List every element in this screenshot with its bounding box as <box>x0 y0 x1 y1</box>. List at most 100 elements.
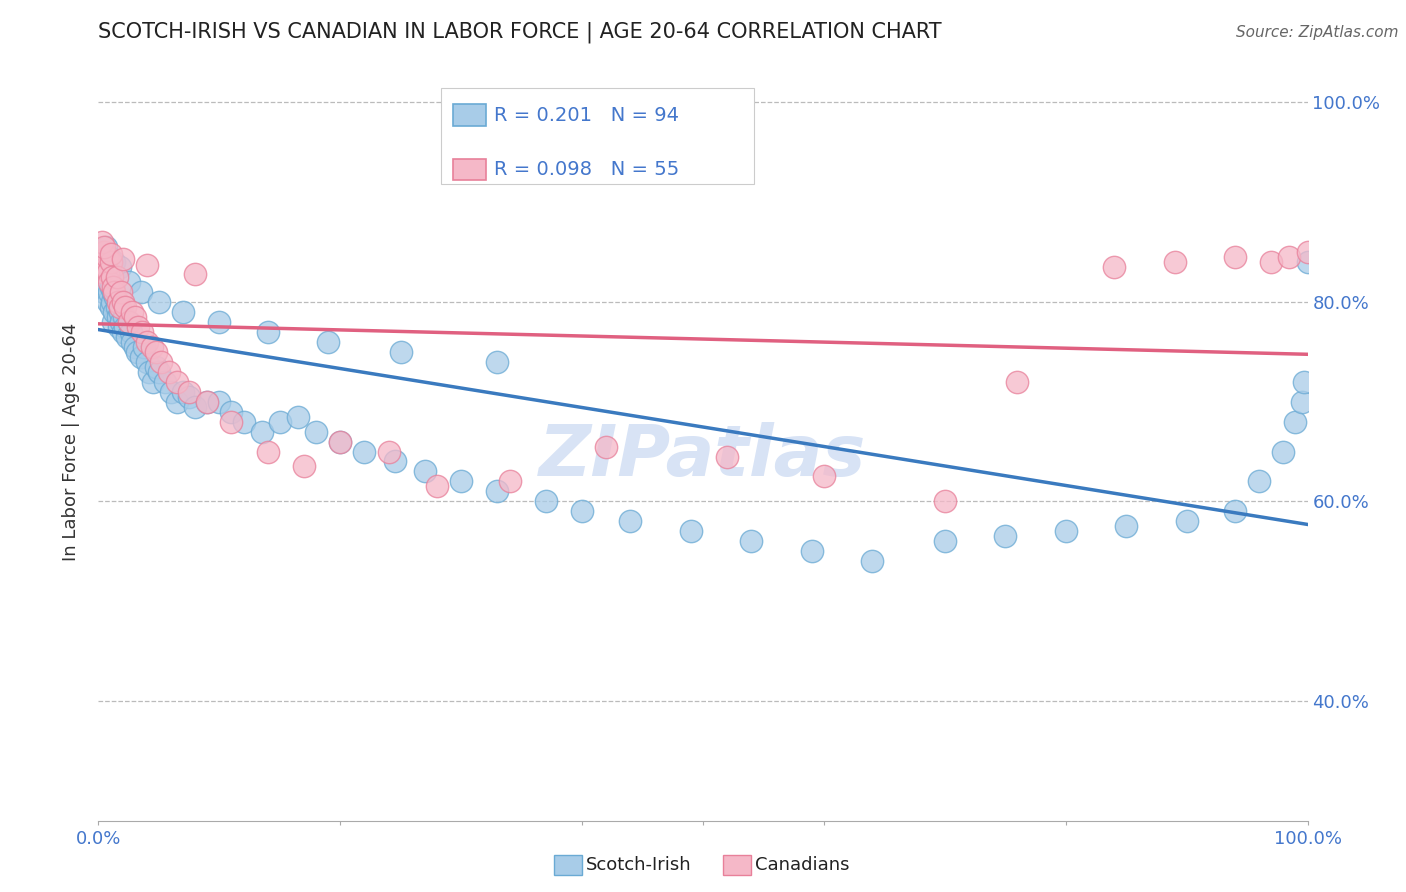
Point <box>208 394 231 409</box>
Point <box>98 285 121 299</box>
Point <box>1102 260 1125 274</box>
Point <box>97 265 120 279</box>
Point <box>91 260 114 274</box>
Point <box>353 444 375 458</box>
Point <box>1175 514 1198 528</box>
Point <box>1163 255 1185 269</box>
Point <box>103 285 125 299</box>
Point <box>148 365 170 379</box>
Point <box>934 534 956 549</box>
Point <box>118 275 141 289</box>
Point <box>120 325 142 339</box>
Point <box>107 294 129 309</box>
Point <box>145 359 167 374</box>
Point <box>1249 475 1271 489</box>
Point <box>413 465 436 479</box>
Point <box>129 285 152 299</box>
Point <box>97 294 120 309</box>
Point <box>100 280 122 294</box>
Point <box>160 384 183 399</box>
Point <box>94 275 117 289</box>
Point <box>127 319 149 334</box>
Point <box>91 265 114 279</box>
Point <box>94 240 117 254</box>
Text: R = 0.098   N = 55: R = 0.098 N = 55 <box>494 160 679 179</box>
Point <box>153 375 176 389</box>
Point <box>98 250 121 264</box>
Point <box>1115 519 1137 533</box>
Point <box>121 334 143 349</box>
Point <box>250 425 273 439</box>
Point <box>94 260 117 274</box>
Point <box>98 269 121 284</box>
Point <box>114 319 136 334</box>
Point <box>166 375 188 389</box>
Point <box>108 305 131 319</box>
Point <box>103 305 125 319</box>
Point <box>148 294 170 309</box>
Point <box>1284 415 1306 429</box>
Point <box>93 244 115 259</box>
Point <box>107 310 129 324</box>
Point <box>426 479 449 493</box>
Point <box>329 434 352 449</box>
Text: R = 0.201   N = 94: R = 0.201 N = 94 <box>494 105 679 125</box>
Point <box>108 319 131 334</box>
Point <box>1296 244 1319 259</box>
Point <box>389 344 412 359</box>
Point <box>195 394 218 409</box>
Point <box>129 350 152 364</box>
Point <box>329 434 352 449</box>
Point <box>110 285 132 299</box>
Point <box>179 390 201 404</box>
Point <box>184 400 207 414</box>
Point <box>172 305 194 319</box>
Point <box>498 475 520 489</box>
Point <box>166 394 188 409</box>
Point <box>91 235 114 249</box>
Point <box>138 365 160 379</box>
Point <box>118 315 141 329</box>
Point <box>121 305 143 319</box>
Point <box>111 325 134 339</box>
Point <box>103 255 125 269</box>
Point <box>96 250 118 264</box>
Point <box>256 444 278 458</box>
Point <box>124 310 146 324</box>
Point <box>97 265 120 279</box>
Text: SCOTCH-IRISH VS CANADIAN IN LABOR FORCE | AGE 20-64 CORRELATION CHART: SCOTCH-IRISH VS CANADIAN IN LABOR FORCE … <box>98 21 942 43</box>
Point <box>1054 524 1077 539</box>
Point <box>1260 255 1282 269</box>
Point <box>105 269 128 284</box>
Point <box>679 524 702 539</box>
Point <box>91 269 114 284</box>
Point <box>90 265 112 279</box>
Point <box>127 344 149 359</box>
Point <box>142 375 165 389</box>
Point <box>101 280 124 294</box>
Point <box>112 310 135 324</box>
Point <box>619 514 641 528</box>
Point <box>256 325 278 339</box>
Point <box>134 340 156 354</box>
Point <box>101 315 124 329</box>
Point <box>124 340 146 354</box>
Point <box>184 267 207 281</box>
Point <box>105 300 128 314</box>
Point <box>716 450 738 464</box>
Point <box>157 365 180 379</box>
Point <box>377 444 399 458</box>
Point <box>1223 250 1246 264</box>
Point <box>91 255 114 269</box>
Point <box>100 269 122 284</box>
Text: ZIPatlas: ZIPatlas <box>540 422 866 491</box>
Point <box>91 244 114 259</box>
Point <box>104 290 127 304</box>
Point <box>111 252 134 266</box>
Point <box>131 325 153 339</box>
Point <box>90 255 112 269</box>
Point <box>1007 375 1029 389</box>
Point <box>450 475 472 489</box>
Point <box>1291 394 1313 409</box>
Point <box>221 404 243 418</box>
